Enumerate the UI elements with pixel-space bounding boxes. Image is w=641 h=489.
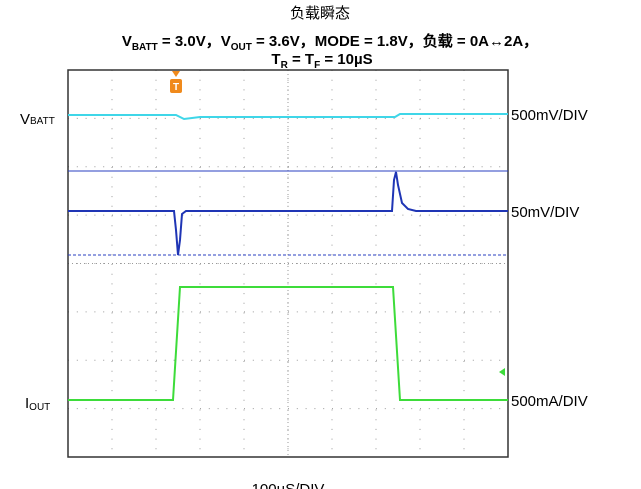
- vout-trace: [68, 171, 508, 256]
- scale-label: 500mA/DIV: [511, 393, 588, 410]
- scale-label: 500mV/DIV: [511, 107, 588, 124]
- text: I: [25, 395, 29, 412]
- subscript: R: [281, 60, 289, 71]
- channel-label: IOUT: [25, 395, 50, 413]
- text: = 3.0V，V: [158, 33, 231, 50]
- channel-label: VBATT: [20, 111, 55, 128]
- subscript: OUT: [29, 402, 50, 413]
- scope-grid: [68, 70, 508, 457]
- screen-border: [67, 69, 509, 458]
- level-marker: [499, 368, 505, 376]
- subscript: OUT: [231, 42, 252, 53]
- text: = T: [288, 51, 314, 68]
- text: = 10µS: [320, 51, 372, 68]
- trigger-marker: T: [170, 71, 182, 93]
- subscript: F: [314, 60, 320, 71]
- iout-trace: [68, 286, 508, 401]
- scale-label: 50mV/DIV: [511, 204, 579, 221]
- title: 负载瞬态: [290, 5, 350, 22]
- trigger-label: T: [173, 82, 179, 93]
- text: V: [20, 111, 30, 128]
- text: T: [271, 51, 280, 68]
- subtitle-line: VBATT = 3.0V，VOUT = 3.6V，MODE = 1.8V，负载 …: [122, 32, 538, 53]
- subtitle-line: TR = TF = 10µS: [271, 51, 372, 71]
- text: V: [122, 33, 132, 50]
- subscript: BATT: [30, 116, 55, 127]
- text: = 3.6V，MODE = 1.8V，负载 = 0A↔2A，: [252, 32, 538, 50]
- subscript: BATT: [132, 42, 158, 53]
- time-scale-label: 100µS/DIV: [252, 481, 325, 489]
- vbatt-trace: [68, 113, 508, 121]
